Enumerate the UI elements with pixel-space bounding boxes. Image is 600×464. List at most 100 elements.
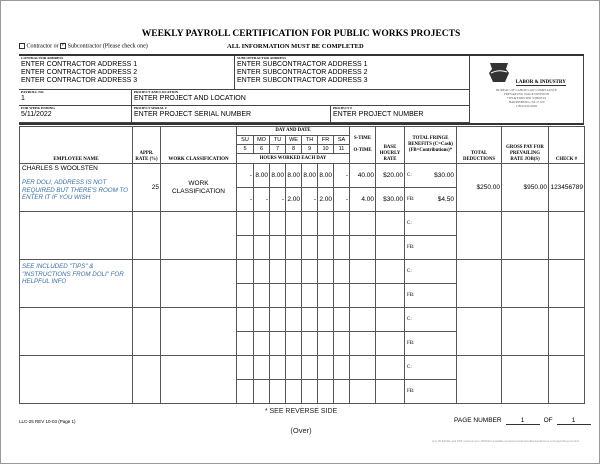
st-hours[interactable] bbox=[269, 307, 286, 332]
otime-total[interactable] bbox=[349, 379, 376, 404]
st-hours[interactable] bbox=[236, 307, 254, 332]
field-value[interactable]: 1 bbox=[21, 95, 25, 102]
ot-hours[interactable]: - bbox=[333, 187, 350, 212]
st-rate[interactable] bbox=[375, 211, 405, 236]
project-location-field[interactable]: PROJECT AND LOCATION ENTER PROJECT AND L… bbox=[132, 90, 470, 106]
st-hours[interactable] bbox=[285, 259, 302, 284]
ot-hours[interactable] bbox=[236, 331, 254, 356]
st-hours[interactable] bbox=[253, 355, 270, 380]
of-value[interactable]: 1 bbox=[556, 417, 591, 425]
check-number[interactable] bbox=[548, 307, 585, 356]
ot-rate[interactable] bbox=[375, 331, 405, 356]
gross-pay[interactable] bbox=[501, 259, 549, 308]
st-hours[interactable] bbox=[301, 355, 318, 380]
ot-hours[interactable] bbox=[253, 235, 270, 260]
stime-total[interactable]: 40.00 bbox=[349, 163, 376, 188]
st-hours[interactable]: 8.00 bbox=[317, 163, 334, 188]
employee-name-cell[interactable]: CHARLES S WOOLSTEN PER DOLI, ADDRESS IS N… bbox=[19, 163, 133, 212]
st-hours[interactable]: - bbox=[333, 163, 350, 188]
project-serial-field[interactable]: PROJECT SERIAL # ENTER PROJECT SERIAL NU… bbox=[132, 106, 331, 123]
appr-rate[interactable] bbox=[132, 307, 161, 356]
ot-hours[interactable] bbox=[333, 379, 350, 404]
ot-hours[interactable] bbox=[301, 283, 318, 308]
fringe-fb[interactable]: $4.50 bbox=[437, 196, 454, 203]
ot-hours[interactable] bbox=[269, 331, 286, 356]
st-hours[interactable] bbox=[301, 307, 318, 332]
subcontractor-address[interactable]: SUBCONTRACTOR ADDRESS ENTER SUBCONTRACTO… bbox=[235, 56, 470, 90]
st-hours[interactable] bbox=[285, 355, 302, 380]
field-value[interactable]: 5/11/2022 bbox=[21, 111, 52, 118]
work-classification[interactable] bbox=[160, 355, 237, 404]
ot-hours[interactable] bbox=[236, 283, 254, 308]
check-number[interactable] bbox=[548, 355, 585, 404]
check-number[interactable]: 123456789 bbox=[548, 163, 585, 212]
st-hours[interactable] bbox=[317, 211, 334, 236]
ot-hours[interactable] bbox=[301, 235, 318, 260]
week-ending-field[interactable]: FOR WEEK ENDING 5/11/2022 bbox=[19, 106, 132, 123]
ot-hours[interactable] bbox=[301, 331, 318, 356]
employee-name-cell[interactable] bbox=[19, 307, 133, 356]
ot-hours[interactable] bbox=[253, 331, 270, 356]
ot-hours[interactable] bbox=[253, 379, 270, 404]
ot-rate[interactable] bbox=[375, 235, 405, 260]
st-hours[interactable] bbox=[253, 211, 270, 236]
total-deductions[interactable]: $250.00 bbox=[456, 163, 502, 212]
ot-hours[interactable]: 2.00 bbox=[317, 187, 334, 212]
ot-hours[interactable]: - bbox=[253, 187, 270, 212]
st-hours[interactable]: 8.00 bbox=[285, 163, 302, 188]
st-hours[interactable] bbox=[301, 211, 318, 236]
st-hours[interactable]: 8.00 bbox=[301, 163, 318, 188]
st-hours[interactable] bbox=[301, 259, 318, 284]
field-value[interactable]: ENTER PROJECT AND LOCATION bbox=[134, 95, 246, 102]
ot-hours[interactable] bbox=[317, 235, 334, 260]
ot-hours[interactable] bbox=[269, 235, 286, 260]
work-classification[interactable] bbox=[160, 307, 237, 356]
st-rate[interactable]: $20.00 bbox=[375, 163, 405, 188]
ot-hours[interactable] bbox=[269, 283, 286, 308]
ot-hours[interactable] bbox=[253, 283, 270, 308]
appr-rate[interactable] bbox=[132, 211, 161, 260]
ot-hours[interactable] bbox=[269, 379, 286, 404]
employee-name-cell[interactable]: SEE INCLUDED "TIPS" & "INSTRUCTIONS FROM… bbox=[19, 259, 133, 308]
gross-pay[interactable] bbox=[501, 211, 549, 260]
gross-pay[interactable] bbox=[501, 307, 549, 356]
ot-rate[interactable] bbox=[375, 283, 405, 308]
st-hours[interactable] bbox=[317, 355, 334, 380]
st-hours[interactable] bbox=[285, 211, 302, 236]
st-hours[interactable] bbox=[269, 211, 286, 236]
appr-rate[interactable] bbox=[132, 259, 161, 308]
ot-hours[interactable]: - bbox=[269, 187, 286, 212]
st-hours[interactable] bbox=[333, 355, 350, 380]
otime-total[interactable] bbox=[349, 235, 376, 260]
ot-hours[interactable] bbox=[285, 235, 302, 260]
employee-name-cell[interactable] bbox=[19, 211, 133, 260]
work-classification[interactable]: WORK CLASSIFICATION bbox=[160, 163, 237, 212]
otime-total[interactable] bbox=[349, 283, 376, 308]
subcontractor-address-1[interactable]: ENTER SUBCONTRACTOR ADDRESS 1 bbox=[237, 61, 368, 68]
contractor-address[interactable]: CONTRACTOR ADDRESS ENTER CONTRACTOR ADDR… bbox=[19, 56, 235, 90]
work-classification[interactable] bbox=[160, 259, 237, 308]
total-deductions[interactable] bbox=[456, 259, 502, 308]
check-number[interactable] bbox=[548, 259, 585, 308]
st-rate[interactable] bbox=[375, 355, 405, 380]
st-hours[interactable] bbox=[236, 211, 254, 236]
st-hours[interactable] bbox=[269, 259, 286, 284]
fringe-cash[interactable]: $30.00 bbox=[434, 172, 454, 179]
ot-hours[interactable]: 2.00 bbox=[285, 187, 302, 212]
project-number-field[interactable]: PROJECT # ENTER PROJECT NUMBER bbox=[331, 106, 470, 123]
ot-rate[interactable] bbox=[375, 379, 405, 404]
work-classification[interactable] bbox=[160, 211, 237, 260]
st-hours[interactable]: - bbox=[236, 163, 254, 188]
st-hours[interactable] bbox=[269, 355, 286, 380]
ot-hours[interactable] bbox=[317, 283, 334, 308]
field-value[interactable]: ENTER PROJECT SERIAL NUMBER bbox=[134, 111, 252, 118]
st-hours[interactable] bbox=[333, 307, 350, 332]
ot-hours[interactable] bbox=[285, 379, 302, 404]
st-hours[interactable] bbox=[253, 259, 270, 284]
gross-pay[interactable]: $950.00 bbox=[501, 163, 549, 212]
st-hours[interactable] bbox=[285, 307, 302, 332]
total-deductions[interactable] bbox=[456, 355, 502, 404]
st-hours[interactable] bbox=[333, 259, 350, 284]
ot-hours[interactable]: - bbox=[301, 187, 318, 212]
contractor-address-1[interactable]: ENTER CONTRACTOR ADDRESS 1 bbox=[21, 61, 138, 68]
